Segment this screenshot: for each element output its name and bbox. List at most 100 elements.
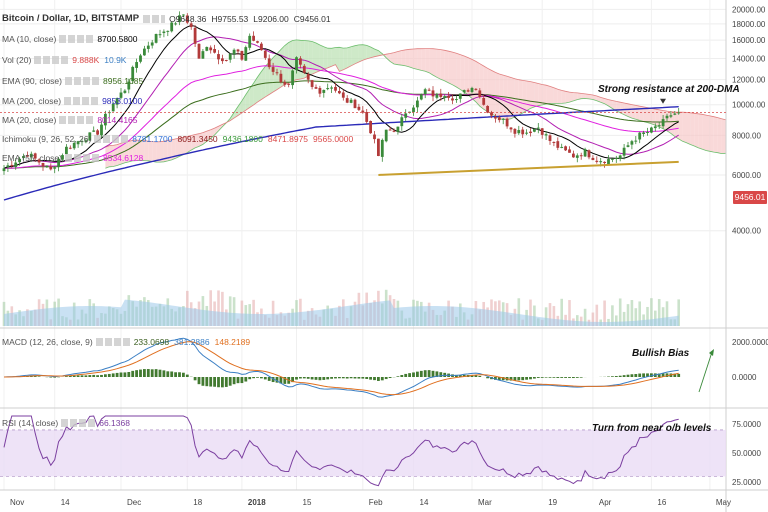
candle-body [653,126,657,129]
cloud-segment [479,63,484,110]
volume-bar [615,315,618,326]
cloud-segment [284,42,289,85]
cloud-segment [635,105,640,121]
symbol-title: Bitcoin / Dollar, 1D, BITSTAMP [2,13,140,24]
volume-bar [240,300,244,326]
candle-body [455,99,458,101]
cloud-segment [709,115,714,153]
cloud-segment [355,44,359,64]
candle-body [299,58,302,65]
cloud-segment [187,135,192,153]
time-tick-label: May [716,498,731,507]
macd-histogram-bar [260,377,263,379]
price-tick-label: 4000.00 [732,227,761,236]
candle-body [14,162,18,168]
indicator-value: 8956.1085 [103,76,144,86]
bullish-arrow [698,351,713,393]
macd-line [3,337,679,398]
candle-body [591,157,595,161]
cloud-segment [128,140,133,162]
macd-histogram-bar [661,373,665,377]
indicator-controls[interactable] [94,135,129,143]
cloud-segment [557,89,562,104]
candle-body [302,65,306,73]
candle-body [275,72,279,74]
candle-body [544,134,548,136]
cloud-segment [542,84,547,105]
macd-histogram-bar [439,372,443,377]
macd-histogram-bar [575,377,579,378]
resistance-arrow-head [660,98,666,104]
macd-histogram-bar [100,374,103,377]
indicator-controls[interactable] [65,77,99,85]
macd-histogram-bar [646,373,649,377]
cloud-segment [596,96,601,103]
indicator-controls[interactable] [59,116,94,124]
candle-body [174,23,177,25]
cloud-segment [316,42,320,73]
macd-histogram-bar [427,370,431,377]
macd-histogram-bar [396,376,400,377]
macd-histogram-bar [564,377,567,378]
candle-body [579,155,583,157]
cloud-segment [550,86,554,104]
cloud-segment [464,56,469,96]
candle-body [622,147,626,156]
cloud-segment [651,108,656,126]
indicator-controls[interactable] [59,35,94,43]
cloud-segment [577,92,582,100]
macd-histogram-bar [544,377,548,378]
candle-body [677,112,681,114]
candle-body [111,103,115,112]
candle-body [443,96,447,98]
indicator-controls[interactable] [65,154,99,162]
indicator-label: MA (10, close) [2,34,57,44]
macd-histogram-bar [228,377,232,386]
macd-histogram-bar [622,375,626,377]
cloud-segment [397,50,402,66]
ema90-line [3,80,679,169]
cloud-segment [323,46,328,70]
candle-body [521,129,525,135]
candle-body [373,134,376,140]
candle-body [462,90,466,93]
macd-histogram-bar [568,377,571,378]
indicator-controls[interactable] [64,97,99,105]
indicator-value: 9565.0000 [313,134,354,144]
indicator-controls[interactable] [34,56,69,64]
candle-body [256,41,259,43]
cloud-segment [702,114,706,151]
candle-body [322,89,326,93]
macd-histogram-bar [146,369,150,377]
candle-body [482,98,486,105]
rsi-band [0,429,726,477]
macd-histogram-bar [197,377,201,385]
macd-histogram-bar [65,376,68,377]
macd-histogram-bar [548,377,552,378]
candle-body [123,90,127,93]
cloud-segment [401,49,406,66]
candle-body [603,161,606,164]
indicator-value: 9853.0100 [102,96,143,106]
cloud-segment [522,80,527,113]
cloud-segment [686,112,691,145]
volume-bar [626,304,630,326]
cloud-segment [538,83,543,106]
macd-histogram-bar [252,377,255,379]
volume-bar [548,303,552,326]
rsi-controls[interactable] [61,419,96,427]
candle-body [209,47,213,51]
candle-body [470,87,474,92]
rsi-annotation: Turn from near o/b levels [592,423,712,434]
macd-controls[interactable] [95,338,130,346]
price-tick-label: 12000.00 [732,76,766,85]
candle-body [365,112,369,122]
macd-histogram-bar [182,372,185,377]
macd-histogram-bar [642,373,645,377]
indicator-label: MA (200, close) [2,96,62,106]
header-controls[interactable] [143,15,166,23]
cloud-segment [460,54,465,92]
macd-histogram-bar [455,374,458,377]
candle-body [392,130,396,132]
cloud-segment [199,132,203,147]
